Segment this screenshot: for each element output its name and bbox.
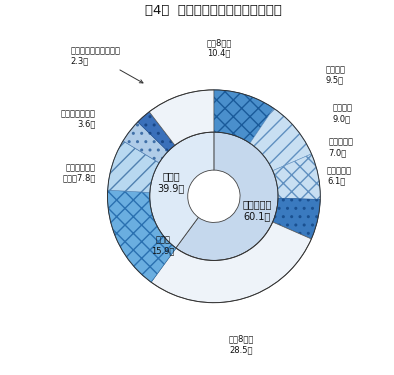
Text: 窯業・土石製品
3.6％: 窯業・土石製品 3.6％: [61, 109, 96, 128]
Wedge shape: [150, 132, 214, 248]
Text: パルプ・紙・紙加工品
2.3％: パルプ・紙・紙加工品 2.3％: [71, 46, 143, 83]
Text: 食料品
15.9％: 食料品 15.9％: [152, 236, 175, 255]
Text: 重化学工業
60.1％: 重化学工業 60.1％: [242, 199, 271, 222]
Text: プラスチック
製品　7.8％: プラスチック 製品 7.8％: [62, 163, 96, 182]
Wedge shape: [273, 198, 320, 239]
Text: 第4図  産業中分類別従業者数構成比: 第4図 産業中分類別従業者数構成比: [145, 4, 282, 17]
Wedge shape: [149, 90, 214, 145]
Wedge shape: [108, 141, 159, 192]
Text: 電気機械
9.5％: 電気機械 9.5％: [325, 65, 346, 84]
Text: 他の8業種
28.5％: 他の8業種 28.5％: [228, 335, 254, 354]
Wedge shape: [151, 222, 311, 303]
Wedge shape: [176, 132, 278, 261]
Text: 生産用機械
7.0％: 生産用機械 7.0％: [329, 138, 354, 157]
Wedge shape: [138, 112, 175, 152]
Wedge shape: [250, 108, 312, 171]
Wedge shape: [108, 190, 176, 282]
Wedge shape: [123, 122, 168, 163]
Wedge shape: [273, 154, 320, 200]
Text: 軽工業
39.9％: 軽工業 39.9％: [157, 171, 185, 194]
Text: 金属製品
9.0％: 金属製品 9.0％: [332, 104, 352, 123]
Text: 他の8業種
10.4％: 他の8業種 10.4％: [206, 38, 232, 58]
Wedge shape: [214, 90, 274, 143]
Text: はん用機械
6.1％: はん用機械 6.1％: [327, 166, 352, 186]
